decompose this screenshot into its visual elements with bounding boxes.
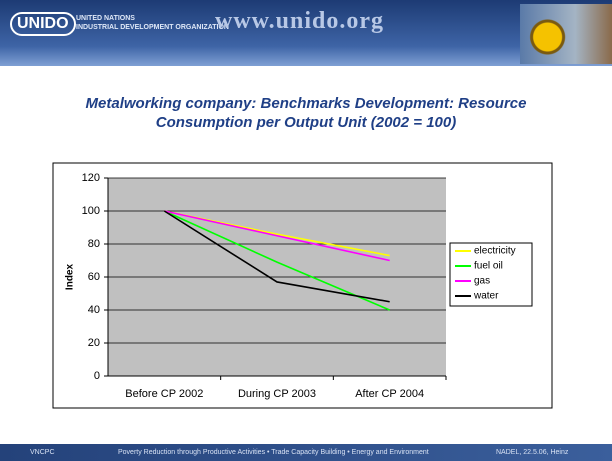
footer-band: VNCPC Poverty Reduction through Producti… bbox=[0, 444, 612, 461]
header-band: UNIDO UNITED NATIONS INDUSTRIAL DEVELOPME… bbox=[0, 0, 612, 66]
legend-box bbox=[449, 242, 533, 307]
y-tick-label: 0 bbox=[94, 370, 100, 382]
y-tick-label: 80 bbox=[88, 238, 100, 250]
org-name: UNITED NATIONS INDUSTRIAL DEVELOPMENT ORG… bbox=[76, 14, 229, 32]
series-line bbox=[163, 210, 390, 303]
chart-frame bbox=[52, 162, 553, 409]
logo: UNIDO bbox=[10, 12, 76, 36]
legend-label: fuel oil bbox=[474, 261, 503, 272]
url: www.unido.org bbox=[215, 8, 385, 34]
series-line bbox=[164, 210, 390, 262]
x-tick-label: Before CP 2002 bbox=[125, 388, 203, 400]
x-tick-label: After CP 2004 bbox=[355, 388, 424, 400]
footer-left: VNCPC bbox=[30, 449, 55, 456]
y-tick-label: 40 bbox=[88, 304, 100, 316]
y-tick-label: 120 bbox=[82, 172, 100, 184]
footer-right: NADEL, 22.5.06, Heinz bbox=[496, 449, 569, 456]
legend-label: electricity bbox=[474, 246, 516, 257]
footer-center: Poverty Reduction through Productive Act… bbox=[118, 449, 429, 456]
header-photo bbox=[520, 4, 612, 64]
y-tick-label: 60 bbox=[88, 271, 100, 283]
x-tick-label: During CP 2003 bbox=[238, 388, 316, 400]
y-tick-label: 100 bbox=[82, 205, 100, 217]
legend-label: water bbox=[473, 291, 499, 302]
y-tick-label: 20 bbox=[88, 337, 100, 349]
slide-title: Metalworking company: Benchmarks Develop… bbox=[85, 95, 527, 131]
legend-label: gas bbox=[474, 276, 490, 287]
plot-area bbox=[108, 178, 446, 376]
series-line bbox=[164, 210, 390, 311]
org-line: INDUSTRIAL DEVELOPMENT ORGANIZATION bbox=[76, 24, 229, 31]
org-line: UNITED NATIONS bbox=[76, 15, 135, 22]
y-axis-label: Index bbox=[65, 264, 76, 291]
series-line bbox=[164, 210, 390, 257]
